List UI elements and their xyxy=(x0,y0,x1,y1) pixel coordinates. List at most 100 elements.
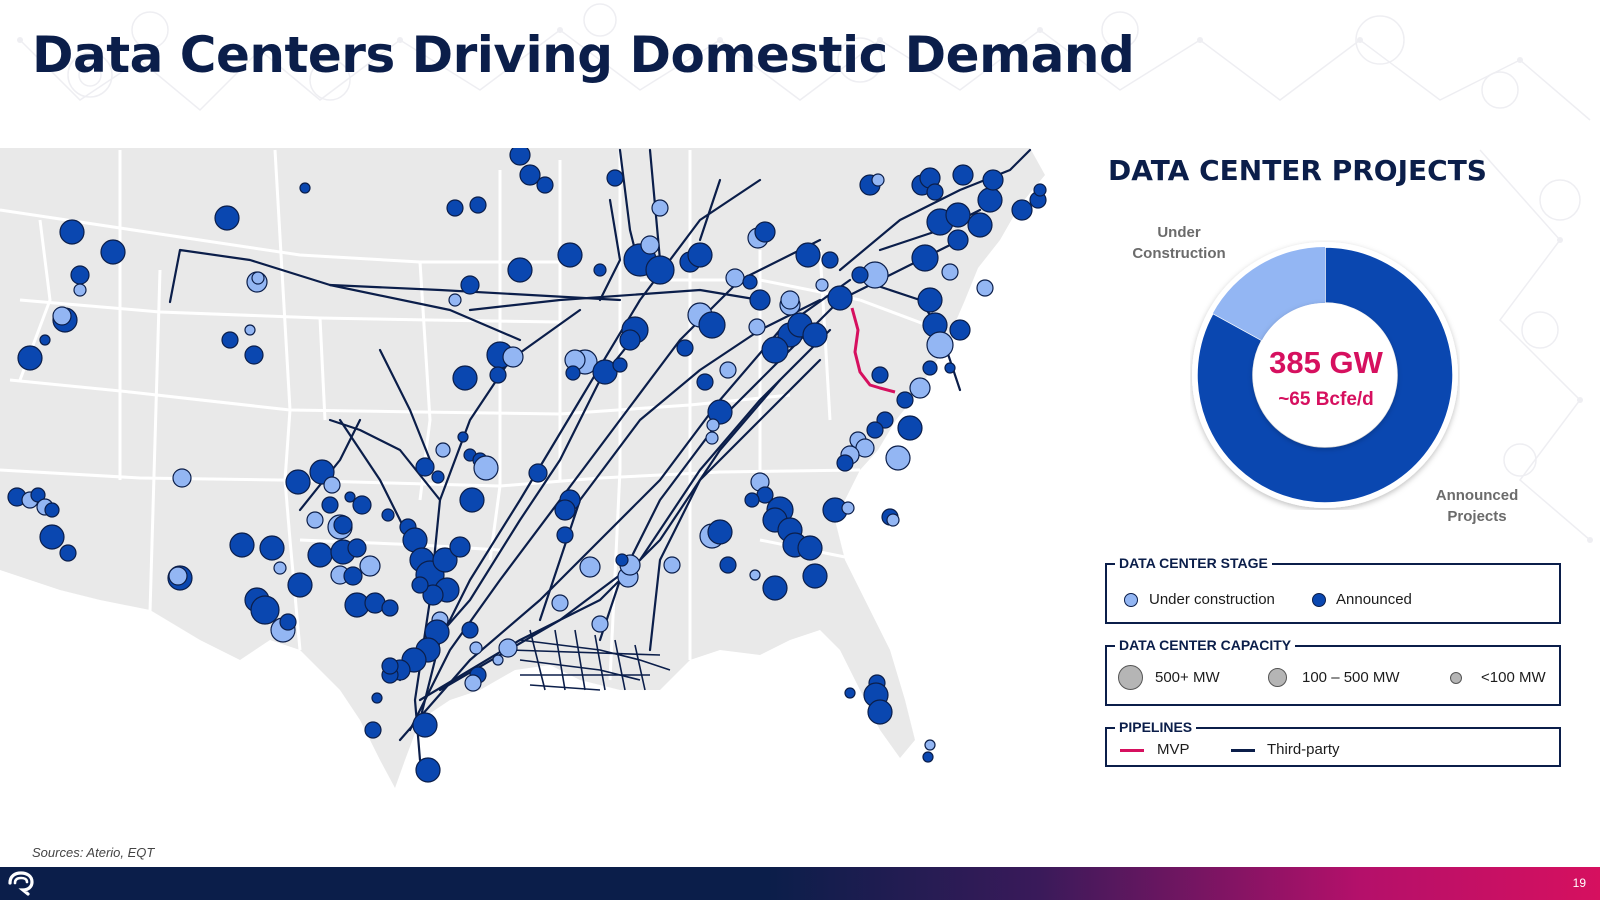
data-center-announced xyxy=(554,499,576,521)
data-center-donut-chart xyxy=(1192,242,1458,508)
data-center-announced xyxy=(343,566,363,586)
data-center-announced xyxy=(381,599,399,617)
data-center-under-construction xyxy=(473,455,499,481)
data-center-under-construction xyxy=(926,331,954,359)
data-center-announced xyxy=(871,366,889,384)
data-center-under-construction xyxy=(591,615,609,633)
data-center-announced xyxy=(707,519,733,545)
data-center-announced xyxy=(449,536,471,558)
data-center-announced xyxy=(615,553,629,567)
data-center-markers xyxy=(7,148,1047,783)
data-center-announced xyxy=(556,526,574,544)
data-center-announced xyxy=(844,687,856,699)
data-center-announced xyxy=(259,535,285,561)
legend-stage-title: DATA CENTER STAGE xyxy=(1115,555,1272,571)
data-center-under-construction xyxy=(976,279,994,297)
total-gas-demand-value: ~65 Bcfe/d xyxy=(1278,389,1374,410)
data-center-announced xyxy=(17,345,43,371)
data-center-announced xyxy=(333,515,353,535)
data-center-announced xyxy=(557,242,583,268)
legend-swatch-mvp xyxy=(1120,749,1144,752)
data-center-announced xyxy=(1011,199,1033,221)
data-center-announced xyxy=(719,556,737,574)
data-center-announced xyxy=(612,357,628,373)
mvp-pipeline xyxy=(850,307,896,394)
data-center-under-construction xyxy=(725,268,745,288)
data-center-under-construction xyxy=(579,556,601,578)
data-center-under-construction xyxy=(909,377,931,399)
data-center-announced xyxy=(364,721,382,739)
data-center-under-construction xyxy=(706,418,720,432)
donut-label-announced: Announced Projects xyxy=(1435,487,1519,525)
legend-dot-large xyxy=(1118,665,1143,690)
legend-dot-small xyxy=(1450,672,1462,684)
data-center-announced xyxy=(214,205,240,231)
legend-label-under-100: <100 MW xyxy=(1481,669,1546,686)
data-center-under-construction xyxy=(815,278,829,292)
data-center-announced xyxy=(381,508,395,522)
data-center-under-construction xyxy=(886,513,900,527)
data-center-under-construction xyxy=(52,306,72,326)
data-center-under-construction xyxy=(172,468,192,488)
data-center-announced xyxy=(469,196,487,214)
data-center-announced xyxy=(287,572,313,598)
data-center-announced xyxy=(696,373,714,391)
data-center-announced xyxy=(432,547,458,573)
page-title: Data Centers Driving Domestic Demand xyxy=(32,26,1135,84)
data-center-announced xyxy=(44,502,60,518)
legend-label-mvp: MVP xyxy=(1157,741,1190,758)
legend-label-under-construction: Under construction xyxy=(1149,591,1275,608)
data-center-announced xyxy=(459,487,485,513)
data-center-announced xyxy=(70,265,90,285)
data-center-announced xyxy=(922,751,934,763)
data-center-under-construction xyxy=(502,346,524,368)
footer-bar: 19 xyxy=(0,867,1600,900)
page-number: 19 xyxy=(1572,876,1586,890)
data-center-under-construction xyxy=(168,566,188,586)
data-center-announced xyxy=(977,187,1003,213)
data-center-announced xyxy=(30,487,46,503)
data-center-under-construction xyxy=(448,293,462,307)
legend-label-announced: Announced xyxy=(1336,591,1412,608)
data-center-announced xyxy=(431,470,445,484)
data-center-announced xyxy=(922,360,938,376)
data-center-announced xyxy=(457,431,469,443)
data-center-announced xyxy=(422,584,444,606)
data-center-under-construction xyxy=(719,361,737,379)
legend-swatch-third-party xyxy=(1231,749,1255,752)
data-center-announced xyxy=(507,257,533,283)
data-center-under-construction xyxy=(871,173,885,187)
data-center-announced xyxy=(528,463,548,483)
data-center-under-construction xyxy=(498,638,518,658)
data-center-announced xyxy=(412,712,438,738)
data-center-announced xyxy=(944,362,956,374)
data-center-announced xyxy=(352,495,372,515)
data-center-under-construction xyxy=(323,476,341,494)
data-center-announced xyxy=(707,399,733,425)
data-center-under-construction xyxy=(251,271,265,285)
data-center-under-construction xyxy=(464,674,482,692)
data-center-under-construction xyxy=(924,739,936,751)
data-center-announced xyxy=(39,524,65,550)
data-center-announced xyxy=(967,212,993,238)
legend-pipelines-title: PIPELINES xyxy=(1115,719,1197,735)
data-center-under-construction xyxy=(273,561,287,575)
data-center-under-construction xyxy=(749,569,761,581)
data-center-announced xyxy=(100,239,126,265)
data-center-announced xyxy=(229,532,255,558)
data-center-announced xyxy=(299,182,311,194)
data-center-announced xyxy=(742,274,758,290)
data-center-announced xyxy=(415,457,435,477)
company-logo-icon xyxy=(8,871,34,896)
data-center-under-construction xyxy=(551,594,569,612)
donut-label-under-construction: Under Construction xyxy=(1132,224,1226,262)
data-center-under-construction xyxy=(885,445,911,471)
us-land xyxy=(0,148,1045,788)
data-center-announced xyxy=(687,242,713,268)
data-center-under-construction xyxy=(941,263,959,281)
data-center-announced xyxy=(593,263,607,277)
data-center-under-construction xyxy=(492,654,504,666)
data-center-announced xyxy=(645,255,675,285)
data-center-announced xyxy=(836,454,854,472)
